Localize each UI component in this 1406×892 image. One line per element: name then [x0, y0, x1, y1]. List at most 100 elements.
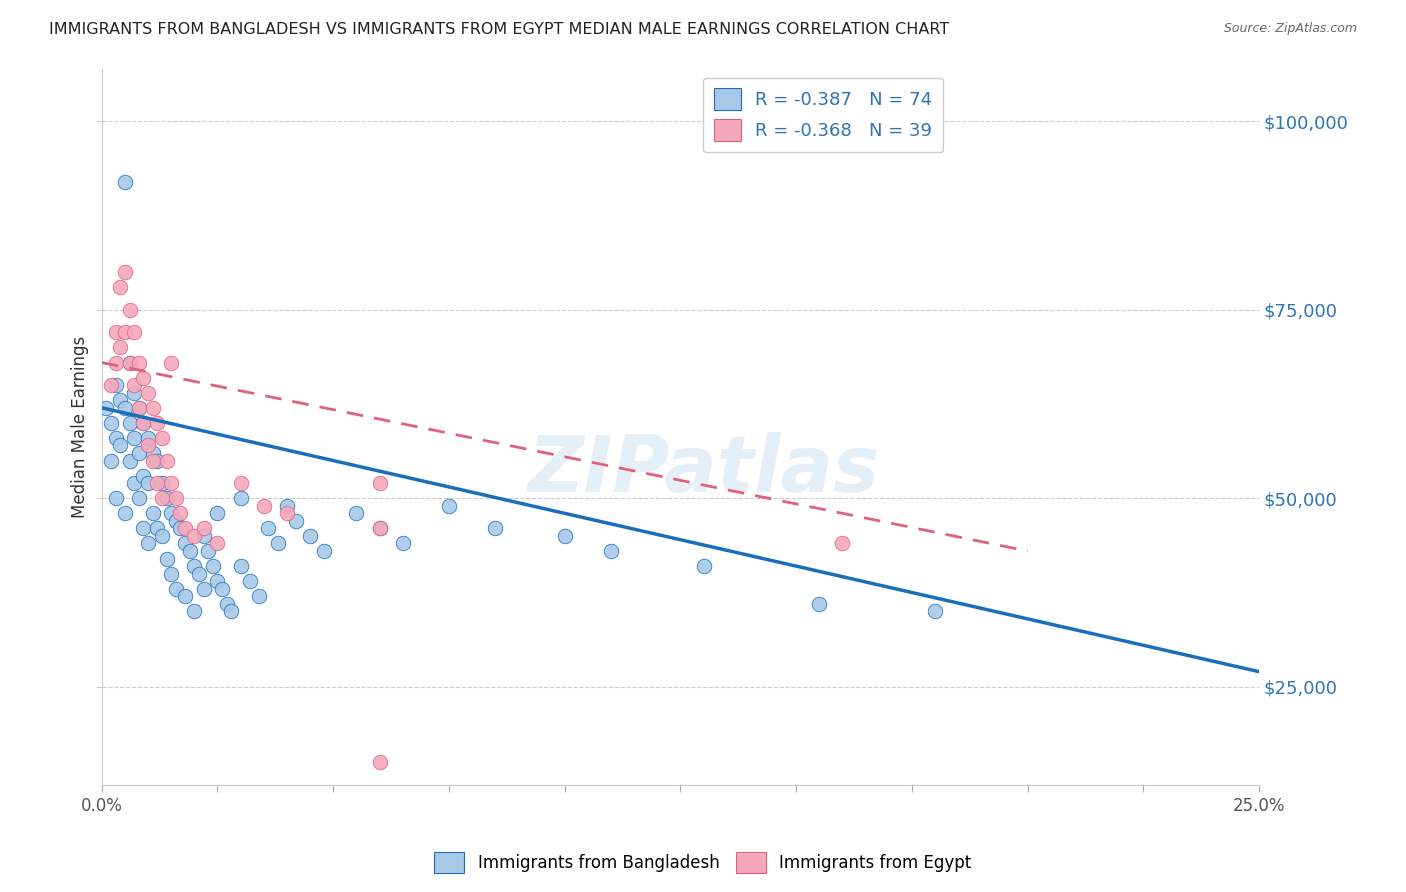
Point [368, 755, 391, 769]
Point [174, 589, 197, 603]
Point [104, 491, 127, 506]
Point [110, 393, 132, 408]
Point [165, 491, 187, 506]
Point [100, 416, 122, 430]
Point [150, 529, 173, 543]
Point [150, 431, 173, 445]
Point [114, 175, 136, 189]
Point [207, 536, 229, 550]
Point [257, 521, 280, 535]
Point [118, 302, 141, 317]
Point [100, 453, 122, 467]
Point [122, 378, 145, 392]
Point [132, 468, 155, 483]
Point [193, 521, 215, 535]
Point [132, 416, 155, 430]
Point [136, 385, 159, 400]
Point [128, 446, 150, 460]
Point [122, 431, 145, 445]
Point [155, 491, 177, 506]
Point [266, 536, 288, 550]
Point [276, 506, 298, 520]
Text: ZIPatlas: ZIPatlas [527, 432, 880, 508]
Point [128, 491, 150, 506]
Point [150, 491, 173, 506]
Point [169, 506, 191, 520]
Point [201, 559, 224, 574]
Point [104, 431, 127, 445]
Point [165, 582, 187, 596]
Point [183, 559, 205, 574]
Point [128, 401, 150, 415]
Legend: R = -0.387   N = 74, R = -0.368   N = 39: R = -0.387 N = 74, R = -0.368 N = 39 [703, 78, 943, 153]
Point [484, 521, 506, 535]
Point [150, 476, 173, 491]
Point [114, 265, 136, 279]
Legend: Immigrants from Bangladesh, Immigrants from Egypt: Immigrants from Bangladesh, Immigrants f… [427, 846, 979, 880]
Point [146, 521, 169, 535]
Point [155, 551, 177, 566]
Point [207, 574, 229, 589]
Point [122, 476, 145, 491]
Point [136, 431, 159, 445]
Point [197, 544, 219, 558]
Text: Source: ZipAtlas.com: Source: ZipAtlas.com [1223, 22, 1357, 36]
Point [285, 514, 308, 528]
Point [229, 491, 252, 506]
Point [142, 453, 165, 467]
Point [132, 370, 155, 384]
Y-axis label: Median Male Earnings: Median Male Earnings [72, 335, 89, 517]
Point [211, 582, 233, 596]
Point [554, 529, 576, 543]
Point [122, 326, 145, 340]
Point [312, 544, 335, 558]
Point [924, 604, 946, 618]
Point [391, 536, 413, 550]
Point [165, 514, 187, 528]
Point [142, 506, 165, 520]
Point [114, 326, 136, 340]
Point [193, 582, 215, 596]
Point [104, 355, 127, 369]
Point [229, 559, 252, 574]
Point [247, 589, 270, 603]
Point [183, 529, 205, 543]
Point [344, 506, 367, 520]
Point [183, 604, 205, 618]
Point [169, 521, 191, 535]
Point [142, 401, 165, 415]
Point [110, 280, 132, 294]
Point [146, 453, 169, 467]
Point [114, 401, 136, 415]
Point [118, 355, 141, 369]
Point [193, 529, 215, 543]
Text: IMMIGRANTS FROM BANGLADESH VS IMMIGRANTS FROM EGYPT MEDIAN MALE EARNINGS CORRELA: IMMIGRANTS FROM BANGLADESH VS IMMIGRANTS… [49, 22, 949, 37]
Point [692, 559, 714, 574]
Point [600, 544, 623, 558]
Point [128, 401, 150, 415]
Point [437, 499, 460, 513]
Point [215, 597, 238, 611]
Point [104, 378, 127, 392]
Point [179, 544, 201, 558]
Point [118, 355, 141, 369]
Point [122, 385, 145, 400]
Point [146, 416, 169, 430]
Point [110, 438, 132, 452]
Point [118, 453, 141, 467]
Point [142, 446, 165, 460]
Point [253, 499, 276, 513]
Point [160, 506, 183, 520]
Point [128, 355, 150, 369]
Point [100, 378, 122, 392]
Point [174, 521, 197, 535]
Point [118, 416, 141, 430]
Point [114, 506, 136, 520]
Point [160, 355, 183, 369]
Point [136, 476, 159, 491]
Point [831, 536, 853, 550]
Point [368, 521, 391, 535]
Point [229, 476, 252, 491]
Point [368, 476, 391, 491]
Point [160, 566, 183, 581]
